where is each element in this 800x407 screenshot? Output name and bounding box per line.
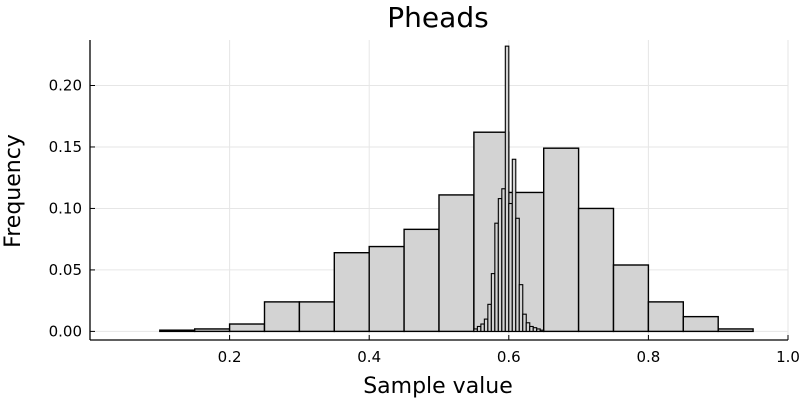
histogram-bar-s0-5 (333, 252, 370, 333)
histogram-bar-s1-9 (504, 45, 510, 332)
x-axis-label: Sample value (363, 374, 513, 399)
histogram-bar-s0-16 (717, 328, 754, 333)
histogram-bar-s0-2 (228, 323, 266, 333)
histogram-bar-s1-19 (539, 329, 545, 332)
axes-layer (89, 40, 788, 341)
y-tick-label-2: 0.10 (49, 199, 82, 217)
y-tick-label-1: 0.05 (49, 261, 82, 279)
histogram-bar-s0-8 (438, 194, 475, 333)
y-tick-label-3: 0.15 (49, 138, 82, 156)
histogram-bar-s0-0 (159, 329, 196, 333)
histogram-bar-s0-1 (193, 328, 231, 333)
histogram-bar-s0-4 (298, 301, 335, 333)
bars-layer (159, 45, 754, 333)
y-tick-label-0: 0.00 (49, 322, 82, 340)
histogram-bar-s0-11 (543, 147, 580, 333)
y-axis-label: Frequency (1, 134, 26, 248)
histogram-bar-s0-12 (577, 207, 615, 333)
x-tick-label-0: 0.2 (218, 348, 242, 366)
chart-title: Pheads (387, 1, 488, 34)
histogram-bar-s1-12 (515, 217, 520, 332)
histogram-bar-s0-15 (682, 315, 719, 333)
histogram-bar-s0-6 (368, 245, 405, 333)
ticks-layer: 0.2 0.4 0.6 0.8 1.0 0.00 0.05 0.10 0.15 0.20 (49, 76, 800, 366)
histogram-bar-s1-13 (518, 284, 524, 332)
y-tick-label-4: 0.20 (49, 76, 82, 94)
x-tick-label-1: 0.4 (357, 348, 381, 366)
histogram-bar-s0-7 (403, 228, 440, 333)
x-tick-label-2: 0.6 (497, 348, 521, 366)
x-tick-label-4: 1.0 (776, 348, 800, 366)
histogram-bar-s0-3 (263, 301, 301, 333)
histogram-bar-s0-14 (647, 301, 685, 333)
x-tick-label-3: 0.8 (636, 348, 660, 366)
histogram-bar-s0-13 (612, 264, 650, 333)
